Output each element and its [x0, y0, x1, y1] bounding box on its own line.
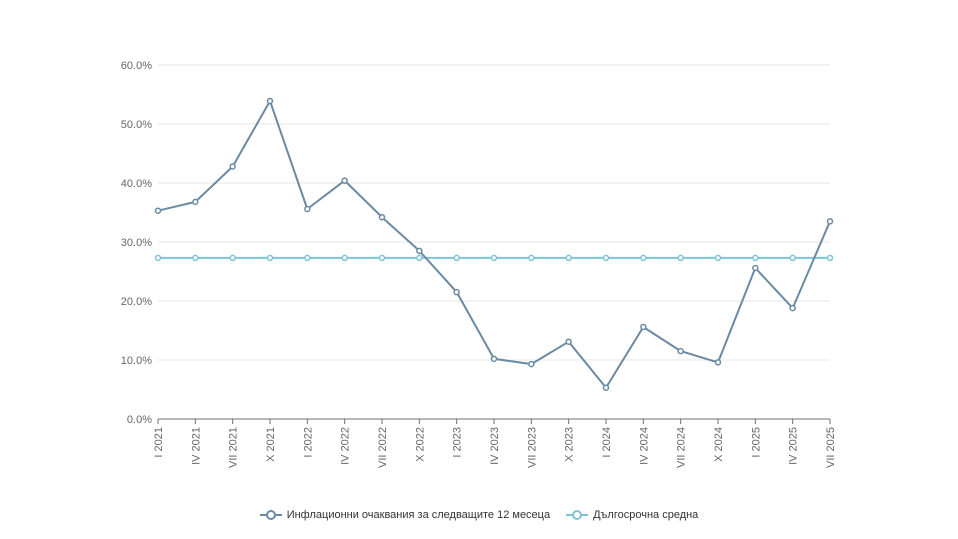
data-point-inflation[interactable]: [640, 323, 647, 331]
x-tick-label: IV 2022: [340, 427, 352, 465]
data-point-average[interactable]: [229, 254, 236, 262]
y-tick-label: 60.0%: [121, 60, 152, 72]
data-point-average[interactable]: [192, 254, 199, 262]
x-tick-label: I 2024: [601, 427, 613, 458]
x-tick-label: X 2023: [564, 427, 576, 462]
x-tick-label: VII 2025: [825, 427, 837, 468]
data-point-inflation[interactable]: [378, 213, 386, 221]
x-tick-label: I 2025: [750, 427, 762, 458]
data-point-inflation[interactable]: [826, 218, 834, 225]
data-point-inflation[interactable]: [789, 304, 796, 312]
legend-item-inflation[interactable]: Инфлационни очаквания за следващите 12 м…: [259, 509, 551, 521]
data-point-average[interactable]: [789, 254, 796, 262]
y-tick-label: 50.0%: [121, 119, 152, 131]
y-tick-label: 30.0%: [121, 237, 152, 249]
data-point-inflation[interactable]: [677, 347, 684, 355]
data-point-average[interactable]: [602, 254, 610, 262]
x-tick-label: IV 2025: [788, 427, 800, 465]
y-axis: 0.0% 10.0% 20.0% 30.0% 40.0% 50.0% 60.0%: [121, 60, 152, 426]
legend: Инфлационни очаквания за следващите 12 м…: [0, 505, 958, 525]
x-tick-label: X 2024: [713, 427, 725, 462]
data-point-inflation[interactable]: [154, 207, 162, 214]
data-point-average[interactable]: [677, 254, 684, 262]
x-tick-label: IV 2024: [638, 427, 650, 465]
legend-item-average[interactable]: Дългосрочна средна: [566, 509, 698, 521]
data-point-inflation[interactable]: [229, 163, 236, 170]
data-point-average[interactable]: [378, 254, 386, 262]
data-point-average[interactable]: [714, 254, 722, 262]
x-tick-label: IV 2023: [489, 427, 501, 465]
data-point-average[interactable]: [528, 254, 535, 262]
data-point-inflation[interactable]: [192, 198, 199, 206]
data-point-inflation[interactable]: [416, 247, 423, 255]
data-point-inflation[interactable]: [453, 288, 460, 296]
legend-label-average: Дългосрочна средна: [593, 509, 699, 521]
x-tick-label: VII 2021: [228, 427, 240, 468]
data-point-inflation[interactable]: [752, 264, 759, 272]
legend-label-inflation: Инфлационни очаквания за следващите 12 м…: [286, 509, 551, 521]
series-line-inflation: [157, 100, 831, 389]
legend-marker-inflation: [259, 510, 282, 520]
data-point-inflation[interactable]: [266, 97, 274, 105]
y-tick-label: 10.0%: [121, 355, 152, 367]
legend-marker-average: [566, 510, 589, 520]
y-tick-label: 0.0%: [127, 414, 152, 426]
data-point-average[interactable]: [266, 254, 274, 262]
x-tick-label: VII 2022: [377, 427, 389, 468]
data-point-average[interactable]: [826, 254, 834, 262]
x-tick-label: I 2022: [302, 427, 314, 458]
series-layer: [154, 97, 834, 391]
data-point-average[interactable]: [453, 254, 460, 262]
y-tick-label: 40.0%: [121, 178, 152, 190]
data-point-inflation[interactable]: [602, 384, 610, 391]
x-axis: I 2021 IV 2021 VII 2021 X 2021 I 2022 IV 2022…: [153, 418, 837, 468]
grid-lines: [158, 64, 830, 361]
x-tick-label: IV 2021: [190, 427, 202, 465]
data-point-average[interactable]: [752, 254, 759, 262]
data-point-average[interactable]: [304, 254, 311, 262]
data-point-average[interactable]: [640, 254, 647, 262]
x-tick-label: I 2023: [452, 427, 464, 458]
x-tick-label: VII 2024: [676, 427, 688, 468]
data-point-average[interactable]: [416, 254, 423, 262]
y-tick-label: 20.0%: [121, 296, 152, 308]
x-tick-label: X 2022: [414, 427, 426, 462]
data-point-inflation[interactable]: [304, 205, 311, 213]
data-point-inflation[interactable]: [565, 338, 572, 345]
data-point-average[interactable]: [154, 254, 162, 262]
data-point-inflation[interactable]: [490, 355, 498, 363]
x-tick-label: X 2021: [265, 427, 277, 462]
data-point-inflation[interactable]: [341, 177, 348, 184]
x-tick-label: I 2021: [153, 427, 165, 458]
data-point-average[interactable]: [490, 254, 498, 262]
data-point-average[interactable]: [341, 254, 348, 262]
data-point-inflation[interactable]: [714, 359, 722, 366]
data-point-inflation[interactable]: [528, 360, 535, 368]
x-tick-label: VII 2023: [526, 427, 538, 468]
data-point-average[interactable]: [565, 254, 572, 262]
